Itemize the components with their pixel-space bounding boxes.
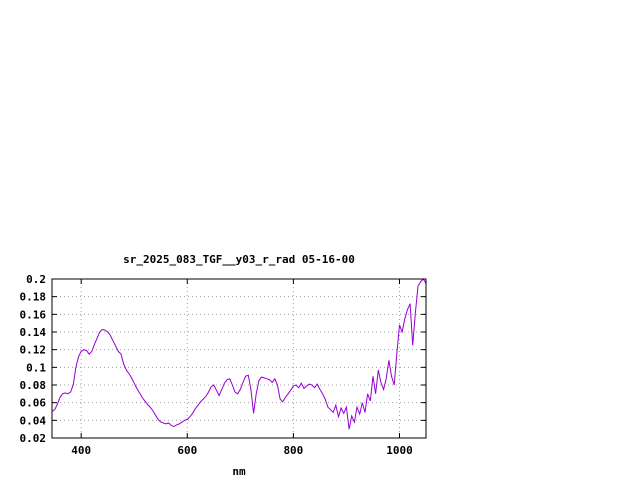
y-tick-label: 0.06 xyxy=(20,397,47,410)
y-tick-label: 0.18 xyxy=(20,291,47,304)
plot-area xyxy=(51,278,427,430)
y-tick-label: 0.12 xyxy=(20,344,47,357)
y-tick-label: 0.14 xyxy=(20,326,47,339)
axis-ticks: 0.02 0.04 0.06 0.08 0.1 0.12 0.14 0.16 0.18 0.2 40… xyxy=(20,273,426,457)
x-tick-label: 600 xyxy=(177,444,197,457)
x-tick-label: 1000 xyxy=(386,444,413,457)
x-tick-label: 400 xyxy=(71,444,91,457)
y-tick-label: 0.04 xyxy=(20,414,47,427)
x-axis-label: nm xyxy=(232,465,246,478)
spectrum-line xyxy=(51,278,427,430)
y-tick-label: 0.2 xyxy=(26,273,46,286)
y-tick-label: 0.1 xyxy=(26,361,46,374)
y-tick-label: 0.08 xyxy=(20,379,47,392)
y-tick-label: 0.02 xyxy=(20,432,47,445)
x-tick-label: 800 xyxy=(283,444,303,457)
grid-lines xyxy=(52,279,426,438)
y-tick-label: 0.16 xyxy=(20,308,47,321)
plot-frame xyxy=(51,278,427,439)
chart-title: sr_2025_083_TGF__y03_r_rad 05-16-00 xyxy=(123,253,355,266)
